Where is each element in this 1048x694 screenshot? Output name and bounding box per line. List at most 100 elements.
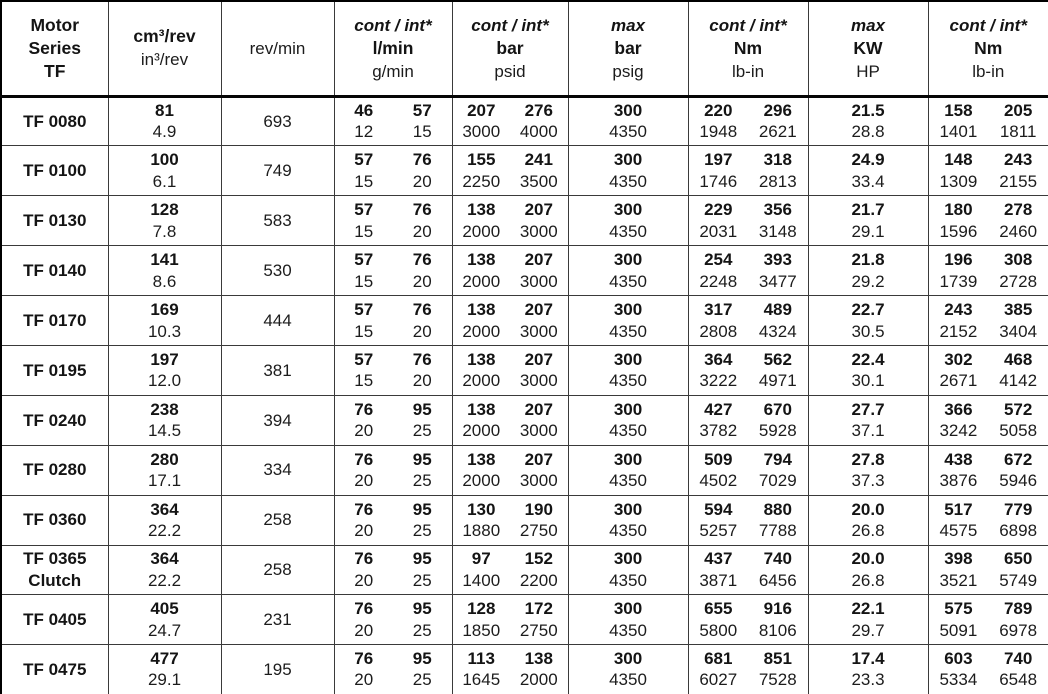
header-torque-metric: Nm [733, 37, 763, 58]
max-power-cell: 22.4 30.1 [807, 344, 929, 396]
int-imperial-value: 6898 [999, 521, 1038, 541]
int-metric-value: 138 [524, 648, 553, 668]
int-imperial-value: 25 [412, 471, 432, 491]
cont-column: 220 1948 [689, 100, 748, 143]
int-imperial-value: 3500 [519, 171, 558, 191]
metric-value: 169 [150, 300, 179, 319]
header-torque-imperial: lb-in [731, 61, 765, 81]
max-pressure-cell: 300 4350 [567, 594, 689, 646]
int-imperial-value: 7528 [758, 670, 797, 690]
cont-column: 76 20 [335, 598, 393, 641]
cont-metric-value: 427 [704, 399, 733, 419]
cont-int-values: 46 12 57 15 [335, 100, 451, 143]
cont-column: 57 15 [335, 349, 393, 392]
int-imperial-value: 1811 [999, 122, 1037, 142]
cont-int-values: 243 2152 385 3404 [929, 299, 1048, 342]
imperial-value: 4350 [609, 421, 647, 441]
cont-int-values: 594 5257 880 7788 [689, 499, 807, 542]
cont-column: 681 6027 [689, 648, 748, 691]
int-column: 779 6898 [988, 499, 1048, 542]
flow-cell: 76 20 95 25 [333, 644, 453, 694]
cont-imperial-value: 2000 [462, 471, 501, 491]
int-column: 76 20 [393, 249, 451, 292]
max-power-cell: 21.7 29.1 [807, 195, 929, 247]
cont-int-values: 76 20 95 25 [335, 598, 451, 641]
int-metric-value: 789 [1003, 599, 1033, 619]
header-motor-line2: Series [28, 37, 82, 58]
int-metric-value: 489 [763, 300, 792, 319]
cont-imperial-value: 2808 [699, 321, 738, 341]
int-imperial-value: 25 [412, 521, 432, 541]
header-max-power-metric: KW [853, 37, 883, 58]
int-metric-value: 296 [763, 100, 792, 120]
imperial-value: 29.7 [851, 620, 885, 640]
cont-column: 197 1746 [689, 149, 748, 192]
cont-imperial-value: 20 [354, 521, 374, 541]
max-torque-cell: 180 1596 278 2460 [927, 195, 1048, 247]
cont-int-values: 180 1596 278 2460 [929, 199, 1048, 242]
cont-imperial-value: 1645 [462, 670, 501, 690]
header-pressure-tag: cont / int* [471, 15, 549, 35]
cont-imperial-value: 1746 [699, 171, 738, 191]
cont-column: 366 3242 [929, 399, 988, 442]
cont-metric-value: 398 [944, 549, 973, 569]
speed-value: 583 [263, 210, 292, 230]
imperial-value: 37.3 [851, 471, 885, 491]
metric-value: 238 [150, 399, 179, 419]
cont-int-values: 138 2000 207 3000 [453, 399, 567, 442]
int-column: 172 2750 [510, 598, 567, 641]
max-torque-cell: 302 2671 468 4142 [927, 344, 1048, 396]
metric-value: 24.9 [851, 150, 885, 170]
imperial-value: 4.9 [152, 122, 177, 142]
imperial-value: 4350 [609, 670, 647, 690]
cont-int-values: 76 20 95 25 [335, 648, 451, 691]
cont-int-values: 76 20 95 25 [335, 399, 451, 442]
motor-series-cell: TF 0280 [0, 444, 109, 496]
cont-metric-value: 603 [944, 648, 973, 668]
flow-cell: 57 15 76 20 [333, 295, 453, 346]
header-motor-series: Motor Series TF [0, 0, 109, 98]
flow-cell: 46 12 57 15 [333, 95, 453, 147]
int-column: 207 3000 [510, 299, 567, 342]
pressure-cell: 113 1645 138 2000 [451, 644, 569, 694]
cont-column: 603 5334 [929, 648, 988, 691]
cont-imperial-value: 1850 [462, 620, 501, 640]
int-metric-value: 207 [524, 449, 553, 469]
cont-int-values: 197 1746 318 2813 [689, 149, 807, 192]
metric-value: 300 [613, 599, 643, 619]
int-metric-value: 779 [1003, 499, 1033, 519]
flow-cell: 57 15 76 20 [333, 145, 453, 197]
cont-column: 437 3871 [689, 548, 748, 591]
int-imperial-value: 3000 [519, 271, 558, 291]
cont-imperial-value: 6027 [699, 670, 738, 690]
int-metric-value: 278 [1003, 200, 1033, 220]
int-metric-value: 385 [1003, 300, 1033, 319]
int-metric-value: 95 [412, 599, 432, 619]
cont-metric-value: 128 [467, 599, 496, 619]
int-column: 95 25 [393, 399, 451, 442]
cont-metric-value: 302 [944, 349, 973, 369]
cont-imperial-value: 2000 [462, 221, 501, 241]
int-column: 468 4142 [988, 349, 1048, 392]
int-metric-value: 172 [524, 599, 553, 619]
pressure-cell: 138 2000 207 3000 [451, 444, 569, 496]
int-imperial-value: 2728 [999, 271, 1038, 291]
cont-int-values: 113 1645 138 2000 [453, 648, 567, 691]
int-imperial-value: 25 [412, 421, 432, 441]
pressure-cell: 138 2000 207 3000 [451, 295, 569, 346]
int-column: 296 2621 [748, 100, 807, 143]
cont-int-values: 681 6027 851 7528 [689, 648, 807, 691]
cont-metric-value: 180 [944, 200, 973, 220]
cont-imperial-value: 4502 [699, 471, 738, 491]
cont-column: 138 2000 [453, 449, 510, 492]
cont-column: 509 4502 [689, 449, 748, 492]
int-imperial-value: 2155 [999, 171, 1038, 191]
metric-value: 128 [150, 200, 179, 220]
metric-value: 300 [613, 100, 643, 120]
cont-int-values: 317 2808 489 4324 [689, 299, 807, 342]
cont-int-values: 655 5800 916 8106 [689, 598, 807, 641]
int-imperial-value: 20 [412, 371, 432, 391]
cont-metric-value: 76 [354, 399, 374, 419]
cont-metric-value: 57 [354, 250, 374, 270]
